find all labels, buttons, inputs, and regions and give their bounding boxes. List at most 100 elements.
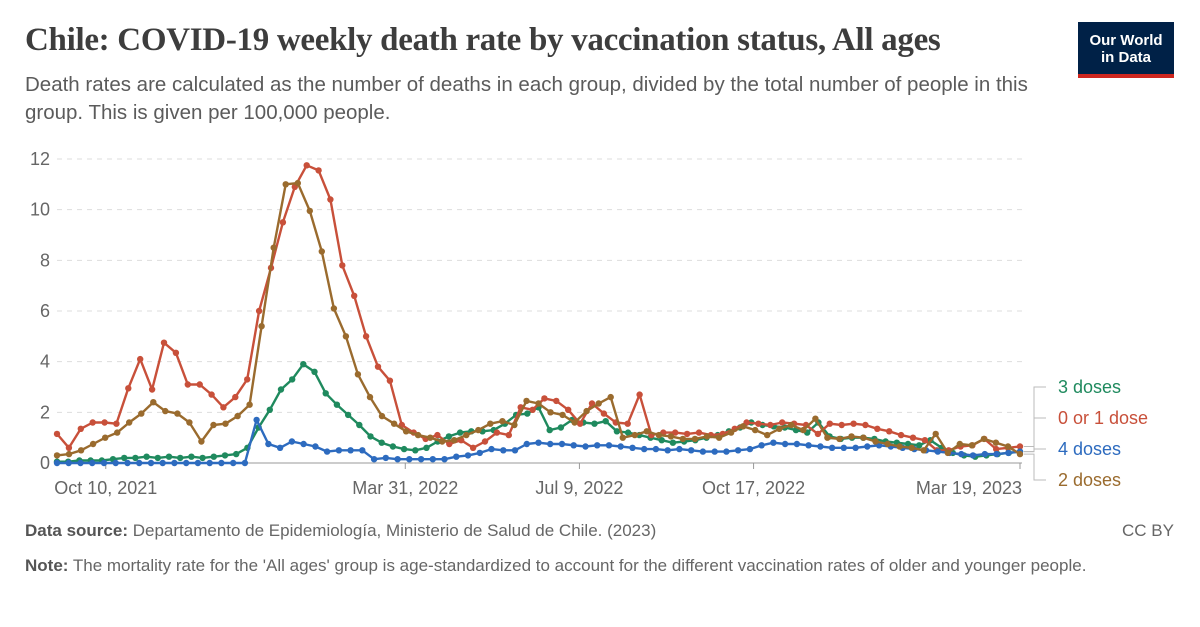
data-point <box>993 445 1000 453</box>
data-point <box>602 418 609 425</box>
data-point <box>746 445 754 453</box>
data-point <box>89 419 96 426</box>
data-point <box>241 459 249 467</box>
data-point <box>469 444 477 451</box>
data-point <box>222 420 229 427</box>
data-point <box>511 421 518 429</box>
data-point <box>511 447 519 454</box>
data-point <box>619 434 626 441</box>
data-point <box>824 434 831 441</box>
data-point <box>475 426 482 434</box>
note-label: Note: <box>25 556 69 575</box>
data-point <box>196 381 203 388</box>
data-point <box>476 449 483 457</box>
data-point <box>1005 449 1012 457</box>
data-point <box>658 437 665 444</box>
data-point <box>126 419 133 426</box>
data-point <box>339 262 346 269</box>
x-tick-label: Mar 19, 2023 <box>916 478 1022 498</box>
data-point <box>303 162 310 169</box>
data-point <box>423 444 430 451</box>
license-link[interactable]: CC BY <box>1122 521 1174 540</box>
chart-note: Note: The mortality rate for the 'All ag… <box>25 554 1165 578</box>
data-point <box>327 196 334 203</box>
data-point <box>1004 443 1012 450</box>
data-point <box>162 407 169 415</box>
data-point <box>147 459 155 467</box>
data-point <box>993 450 1000 458</box>
data-point <box>969 452 977 459</box>
x-tick-label: Mar 31, 2022 <box>352 478 458 498</box>
data-point <box>864 443 871 450</box>
data-point <box>715 434 723 441</box>
data-point <box>884 440 891 448</box>
data-point <box>624 429 632 436</box>
data-point <box>427 434 434 441</box>
data-point <box>595 400 602 407</box>
data-point <box>154 454 161 462</box>
data-point <box>688 447 695 454</box>
data-point <box>679 435 687 443</box>
data-point <box>691 435 699 443</box>
series-label: 0 or 1 dose <box>1058 408 1148 428</box>
data-point <box>165 453 173 460</box>
data-point <box>932 430 939 438</box>
data-point <box>148 386 156 393</box>
data-point <box>594 442 601 449</box>
data-point <box>183 459 190 467</box>
chart-title: Chile: COVID-19 weekly death rate by vac… <box>25 22 941 58</box>
data-point <box>499 418 506 425</box>
data-point <box>101 419 108 426</box>
data-point <box>184 381 191 388</box>
data-point <box>265 440 272 448</box>
data-point <box>850 420 857 427</box>
data-point <box>102 434 109 441</box>
data-point <box>198 438 205 445</box>
data-point <box>570 442 577 449</box>
data-point <box>434 431 441 439</box>
data-point <box>400 445 408 453</box>
y-tick-label: 8 <box>40 250 50 270</box>
data-point <box>100 459 108 467</box>
data-point <box>89 459 96 467</box>
data-point <box>758 442 765 449</box>
data-point <box>779 419 786 426</box>
x-tick-label: Jul 9, 2022 <box>535 478 623 498</box>
data-point <box>828 444 836 451</box>
data-point <box>524 410 531 417</box>
data-point <box>699 448 707 455</box>
data-point <box>77 425 85 432</box>
data-point <box>315 167 322 174</box>
series-label: 2 doses <box>1058 470 1121 490</box>
data-point <box>641 445 648 453</box>
data-point <box>234 412 241 420</box>
data-point <box>132 454 139 462</box>
data-point <box>770 439 777 446</box>
data-point <box>523 397 530 405</box>
data-point <box>739 423 747 430</box>
source-label: Data source: <box>25 521 128 540</box>
data-point <box>255 307 263 315</box>
data-point <box>258 323 265 330</box>
data-point <box>114 429 121 436</box>
label-connector <box>1024 417 1046 447</box>
data-point <box>934 448 941 455</box>
source-text[interactable]: Departamento de Epidemiología, Ministeri… <box>132 521 657 540</box>
data-point <box>367 433 374 440</box>
logo-line-2: in Data <box>1100 49 1151 66</box>
data-point <box>289 376 296 383</box>
data-point <box>306 207 313 215</box>
owid-logo[interactable]: Our World in Data <box>1078 22 1174 78</box>
data-point <box>463 431 470 439</box>
data-point <box>1016 443 1024 450</box>
data-point <box>886 428 893 435</box>
data-point <box>186 419 193 426</box>
data-point <box>981 450 988 458</box>
data-point <box>493 429 501 436</box>
y-tick-label: 6 <box>40 301 50 321</box>
data-point <box>382 454 389 462</box>
data-point <box>547 440 554 448</box>
data-point <box>800 426 807 434</box>
data-point <box>764 431 771 439</box>
